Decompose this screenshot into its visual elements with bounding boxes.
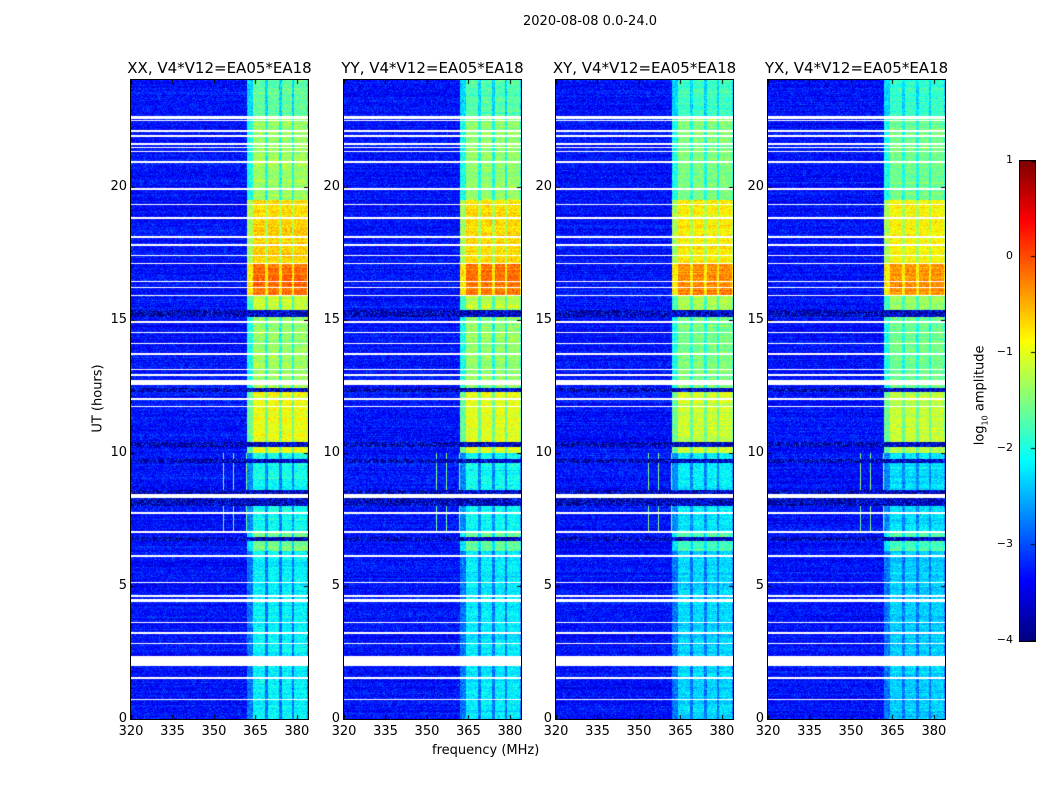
colorbar-tick-label: 1 bbox=[1006, 153, 1013, 166]
colorbar-tick-label: −3 bbox=[996, 537, 1013, 550]
y-tick-label: 20 bbox=[747, 178, 764, 194]
x-tick-label: 320 bbox=[118, 724, 144, 739]
y-tick-label: 5 bbox=[118, 577, 127, 593]
y-tick-label: 10 bbox=[747, 444, 764, 460]
x-tick-label: 365 bbox=[243, 724, 268, 739]
y-tick-label: 10 bbox=[535, 444, 552, 460]
y-tick-label: 15 bbox=[747, 311, 764, 327]
y-tick-label: 0 bbox=[331, 711, 340, 726]
x-tick-label: 350 bbox=[201, 724, 227, 739]
spectrogram-3 bbox=[767, 79, 946, 720]
x-tick-label: 335 bbox=[160, 724, 185, 739]
spectrogram-1 bbox=[343, 79, 522, 720]
spectrogram-0 bbox=[130, 79, 309, 720]
x-tick-label: 320 bbox=[543, 724, 569, 739]
y-tick-label: 0 bbox=[543, 711, 552, 726]
colorbar-tick-label: −2 bbox=[996, 441, 1013, 454]
x-tick-label: 380 bbox=[921, 724, 947, 739]
y-tick-label: 20 bbox=[323, 178, 340, 194]
spectrogram-2 bbox=[555, 79, 734, 720]
colorbar-tick-label: −4 bbox=[996, 633, 1013, 646]
panel-title: XX, V4*V12=EA05*EA18 bbox=[127, 59, 312, 77]
x-tick-label: 350 bbox=[414, 724, 440, 739]
y-tick-label: 20 bbox=[535, 178, 552, 194]
y-tick-label: 15 bbox=[110, 311, 127, 327]
y-tick-label: 20 bbox=[110, 178, 127, 194]
y-tick-label: 5 bbox=[755, 577, 764, 593]
x-tick-label: 380 bbox=[497, 724, 523, 739]
y-tick-label: 10 bbox=[110, 444, 127, 460]
colorbar bbox=[1019, 160, 1036, 642]
x-tick-label: 365 bbox=[880, 724, 905, 739]
colorbar-label: log10 amplitude bbox=[972, 345, 990, 446]
y-tick-label: 10 bbox=[323, 444, 340, 460]
x-tick-label: 320 bbox=[331, 724, 357, 739]
y-tick-label: 5 bbox=[543, 577, 552, 593]
y-tick-label: 0 bbox=[755, 711, 764, 726]
colorbar-tick-label: −1 bbox=[996, 345, 1013, 358]
figure-title: 2020-08-08 0.0-24.0 bbox=[523, 14, 657, 29]
y-tick-label: 5 bbox=[331, 577, 340, 593]
x-tick-label: 380 bbox=[709, 724, 735, 739]
x-tick-label: 380 bbox=[284, 724, 310, 739]
y-axis-label: UT (hours) bbox=[90, 364, 106, 433]
panel-title: YY, V4*V12=EA05*EA18 bbox=[341, 59, 524, 77]
y-tick-label: 0 bbox=[118, 711, 127, 726]
y-tick-label: 15 bbox=[535, 311, 552, 327]
y-tick-label: 15 bbox=[323, 311, 340, 327]
x-tick-label: 320 bbox=[755, 724, 781, 739]
x-tick-label: 335 bbox=[585, 724, 610, 739]
panel-title: YX, V4*V12=EA05*EA18 bbox=[764, 59, 949, 77]
x-axis-label: frequency (MHz) bbox=[432, 743, 540, 758]
x-tick-label: 350 bbox=[626, 724, 652, 739]
x-tick-label: 350 bbox=[838, 724, 864, 739]
x-tick-label: 335 bbox=[797, 724, 822, 739]
x-tick-label: 365 bbox=[456, 724, 481, 739]
x-tick-label: 365 bbox=[668, 724, 693, 739]
x-tick-label: 335 bbox=[373, 724, 398, 739]
panel-title: XY, V4*V12=EA05*EA18 bbox=[552, 59, 737, 77]
colorbar-tick-label: 0 bbox=[1006, 249, 1013, 262]
